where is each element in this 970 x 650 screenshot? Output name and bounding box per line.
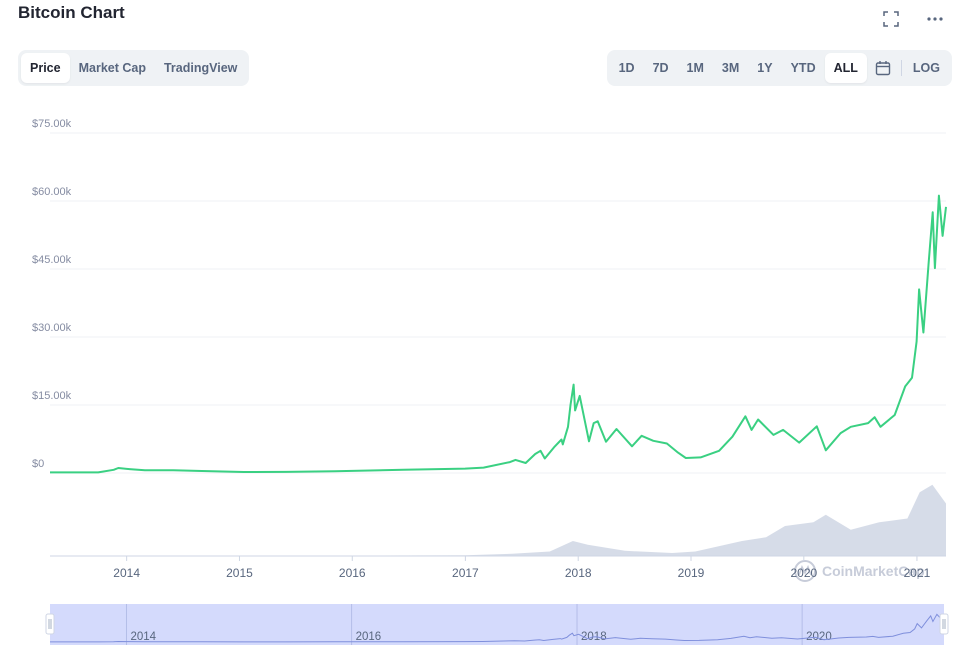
range-3m-button[interactable]: 3M [721, 61, 740, 75]
range-1y-button[interactable]: 1Y [757, 61, 773, 75]
y-tick-label: $45.00k [32, 254, 72, 266]
range-1m-button[interactable]: 1M [686, 61, 704, 75]
x-tick-label: 2016 [339, 566, 366, 580]
x-tick-label: 2021 [904, 566, 931, 580]
x-tick-label: 2018 [565, 566, 592, 580]
navigator-handle-left[interactable] [45, 613, 55, 635]
y-tick-label: $60.00k [32, 186, 72, 198]
watermark-text: CoinMarketCap [822, 563, 925, 579]
y-tick-label: $0 [32, 458, 44, 470]
calendar-button[interactable] [867, 53, 899, 83]
tab-tradingview[interactable]: TradingView [163, 61, 238, 75]
log-scale-button[interactable]: LOG [912, 61, 940, 75]
range-7d-button[interactable]: 7D [652, 61, 669, 75]
range-divider [900, 60, 902, 76]
x-tick-label: 2019 [678, 566, 705, 580]
chart-type-tabs: Price Market Cap TradingView [18, 50, 250, 86]
x-tick-label: 2015 [226, 566, 253, 580]
more-icon[interactable] [924, 8, 946, 30]
navigator-selection[interactable] [50, 604, 944, 645]
x-tick-label: 2017 [452, 566, 479, 580]
range-1d-button[interactable]: 1D [618, 61, 635, 75]
coinmarketcap-logo-icon [794, 560, 816, 582]
y-tick-label: $75.00k [32, 118, 72, 130]
fullscreen-icon[interactable] [880, 8, 902, 30]
range-selector: 1D 7D 1M 3M 1Y YTD ALL LOG [606, 50, 952, 86]
tab-price[interactable]: Price [21, 53, 70, 83]
chart-toolbar-icons [880, 8, 946, 30]
navigator-handle-right[interactable] [939, 613, 949, 635]
range-all-button[interactable]: ALL [824, 53, 867, 83]
volume-area [50, 484, 946, 556]
calendar-icon [875, 61, 891, 76]
price-line [50, 194, 947, 474]
tab-market-cap[interactable]: Market Cap [78, 61, 146, 75]
page-title: Bitcoin Chart [18, 3, 125, 22]
x-tick-label: 2020 [790, 566, 817, 580]
x-tick-label: 2014 [113, 566, 140, 580]
y-tick-label: $30.00k [32, 322, 72, 334]
y-tick-label: $15.00k [32, 390, 72, 402]
range-ytd-button[interactable]: YTD [790, 61, 816, 75]
